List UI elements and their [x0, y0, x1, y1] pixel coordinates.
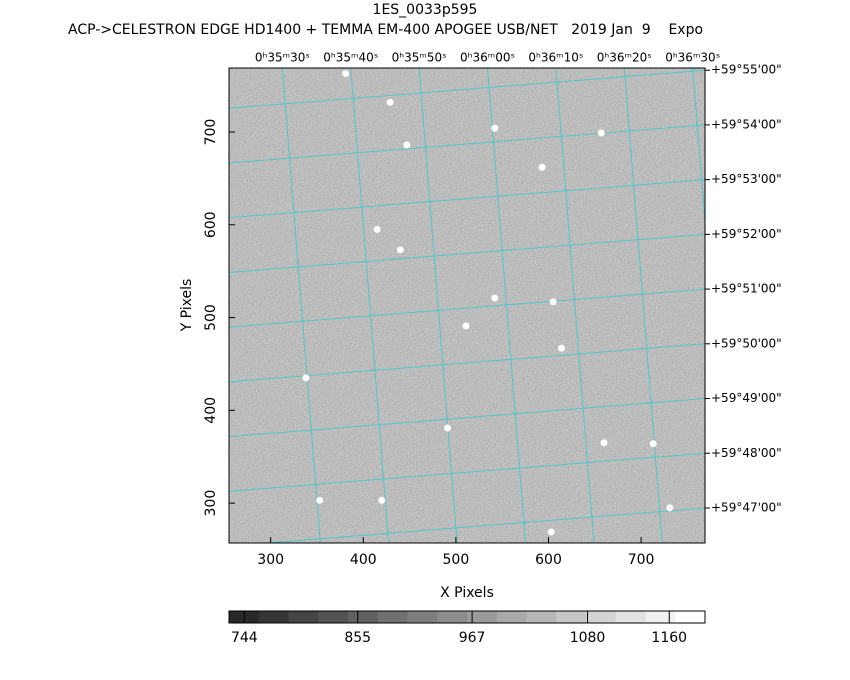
colorbar-block [318, 611, 349, 623]
colorbar-block [556, 611, 587, 623]
y-tick-label: 600 [203, 211, 219, 238]
dec-grid-line [229, 398, 705, 438]
ra-grid-line [281, 68, 321, 543]
x-tick-label: 300 [257, 552, 284, 568]
dec-grid-line [229, 69, 705, 109]
colorbar-block [288, 611, 319, 623]
ra-tick-label: 0ʰ36ᵐ10ˢ [528, 51, 583, 65]
colorbar-block [377, 611, 408, 623]
colorbar-block [615, 611, 646, 623]
dec-tick-label: +59°55'00" [711, 63, 782, 77]
dec-grid-line [260, 507, 705, 543]
source [491, 294, 499, 302]
source [396, 246, 404, 254]
colorbar-block [407, 611, 438, 623]
x-tick-label: 600 [535, 552, 562, 568]
colorbar-block [348, 611, 379, 623]
source [666, 504, 674, 512]
dec-grid-line [229, 124, 705, 164]
source [462, 322, 470, 330]
colorbar-tick-label: 1080 [570, 630, 606, 646]
ra-tick-label: 0ʰ35ᵐ30ˢ [255, 51, 310, 65]
y-tick-label: 300 [203, 490, 219, 517]
y-tick-label: 500 [203, 304, 219, 331]
dec-grid-line [229, 452, 705, 492]
colorbar-block [258, 611, 289, 623]
source [597, 129, 605, 137]
y-tick-label: 400 [203, 397, 219, 424]
source [557, 344, 565, 352]
colorbar-block [645, 611, 676, 623]
source [403, 141, 411, 149]
source [302, 374, 310, 382]
ra-tick-label: 0ʰ35ᵐ50ˢ [392, 51, 447, 65]
dec-tick-label: +59°48'00" [711, 446, 782, 460]
y-tick-label: 700 [203, 119, 219, 146]
source [649, 440, 657, 448]
chart-title: 1ES_0033p595 [373, 2, 478, 18]
colorbar-block [437, 611, 468, 623]
source [386, 98, 394, 106]
source [491, 124, 499, 132]
colorbar-block [526, 611, 557, 623]
ra-grid-line [555, 68, 595, 543]
colorbar-tick-label: 967 [459, 630, 486, 646]
ra-tick-label: 0ʰ36ᵐ00ˢ [460, 51, 515, 65]
chart-subtitle: ACP->CELESTRON EDGE HD1400 + TEMMA EM-40… [68, 22, 703, 38]
dec-tick-label: +59°54'00" [711, 117, 782, 131]
ra-tick-label: 0ʰ35ᵐ40ˢ [323, 51, 378, 65]
source [342, 70, 350, 78]
dec-tick-label: +59°47'00" [711, 500, 782, 514]
ra-grid-line [692, 68, 705, 229]
source [444, 424, 452, 432]
ra-grid-line [623, 68, 663, 543]
source [549, 298, 557, 306]
colorbar-tick-label: 855 [344, 630, 371, 646]
dec-grid-line [229, 233, 705, 273]
image [229, 68, 705, 543]
colorbar-tick-label: 744 [231, 630, 258, 646]
source [538, 163, 546, 171]
dec-tick-label: +59°53'00" [711, 172, 782, 186]
source [373, 225, 381, 233]
frame [228, 67, 706, 544]
ra-grid-line [350, 68, 390, 543]
source [547, 528, 555, 536]
ra-tick-label: 0ʰ36ᵐ30ˢ [665, 51, 720, 65]
dec-tick-label: +59°49'00" [711, 391, 782, 405]
ra-tick-label: 0ʰ36ᵐ20ˢ [597, 51, 652, 65]
source [600, 439, 608, 447]
colorbar [229, 611, 706, 623]
colorbar-block [675, 611, 706, 623]
x-axis-label: X Pixels [440, 585, 494, 601]
dec-grid-line [229, 179, 705, 219]
colorbar-frame [228, 610, 706, 624]
colorbar-block [496, 611, 527, 623]
dec-tick-label: +59°51'00" [711, 282, 782, 296]
dec-grid-line [229, 288, 705, 328]
plot-area [229, 68, 705, 543]
x-tick-label: 400 [350, 552, 377, 568]
source [378, 496, 386, 504]
x-tick-label: 500 [443, 552, 470, 568]
dec-tick-label: +59°52'00" [711, 227, 782, 241]
colorbar-block [467, 611, 498, 623]
x-tick-label: 700 [628, 552, 655, 568]
y-axis-label: Y Pixels [179, 279, 195, 333]
source [316, 496, 324, 504]
colorbar-tick-label: 1160 [651, 630, 687, 646]
ra-grid-line [487, 68, 527, 543]
dec-tick-label: +59°50'00" [711, 336, 782, 350]
colorbar-block [586, 611, 617, 623]
